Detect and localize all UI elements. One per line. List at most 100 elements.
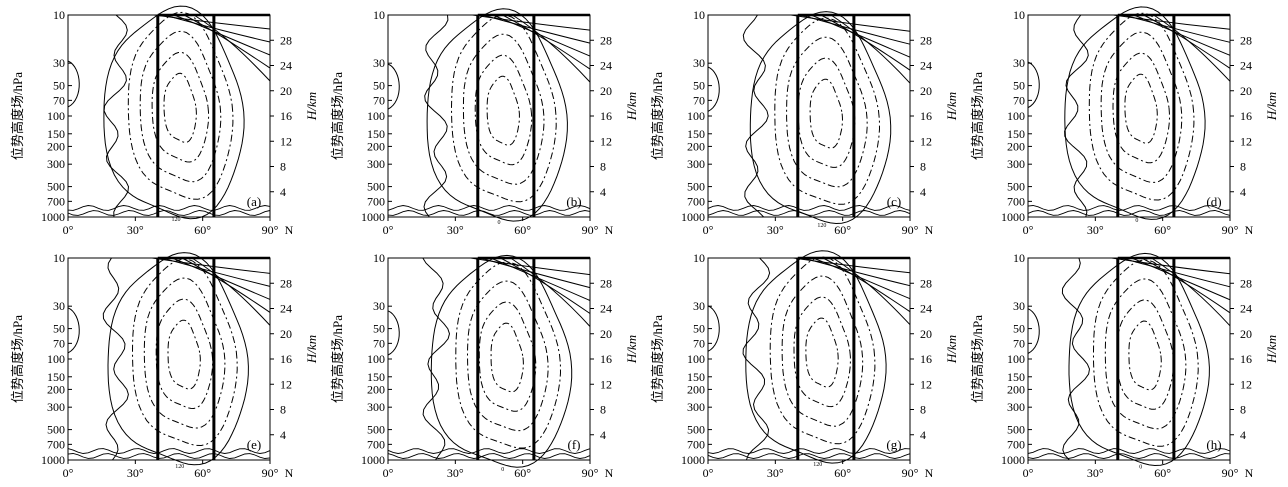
contour-dashdot — [127, 11, 234, 200]
contour-lines — [67, 5, 271, 220]
contour-dashdot — [809, 78, 844, 149]
y-left-tick-label: 200 — [47, 382, 65, 396]
contour-value-label: 0 — [1135, 218, 1138, 224]
y-left-tick-label: 200 — [47, 139, 65, 153]
y-left-tick-label: 50 — [53, 322, 65, 336]
y-left-tick-label: 30 — [53, 299, 65, 313]
contour-dashdot — [781, 275, 864, 427]
y-left-tick-label: 10 — [373, 251, 385, 265]
contour-value-label: 0 — [498, 220, 501, 226]
y-right-tick-label: 8 — [1240, 160, 1246, 174]
y-right-tick-label: 16 — [280, 109, 292, 123]
y-right-tick-label: 4 — [1240, 428, 1246, 442]
contour-bottom — [1027, 453, 1231, 459]
plot-frame — [707, 14, 911, 218]
y-right-tick-label: 16 — [920, 352, 932, 366]
contour-dashdot — [1093, 259, 1199, 447]
y-left-axis-title: 位势高度场/hPa — [330, 315, 345, 403]
panel-label: (f) — [568, 437, 581, 452]
y-left-tick-label: 700 — [47, 437, 65, 451]
x-tick-label: 30° — [1087, 223, 1104, 237]
x-unit-label: N — [605, 466, 614, 480]
contour-bottom — [1027, 448, 1231, 454]
contour-left-edge — [67, 307, 80, 354]
x-tick-label: 60° — [1154, 466, 1171, 480]
y-left-tick-label: 30 — [693, 299, 705, 313]
y-left-tick-label: 500 — [687, 423, 705, 437]
y-right-axis-title: H/km — [1264, 92, 1279, 121]
y-right-tick-label: 24 — [600, 59, 612, 73]
y-right-tick-label: 24 — [920, 59, 932, 73]
x-tick-label: 30° — [1087, 466, 1104, 480]
contour-value-label: 0 — [1139, 465, 1142, 471]
contour-bottom — [707, 210, 911, 216]
y-left-tick-label: 50 — [53, 79, 65, 93]
y-right-axis-title: H/km — [944, 335, 959, 364]
y-right-axis-title: H/km — [944, 92, 959, 121]
contour-left-edge — [707, 66, 720, 112]
y-left-tick-label: 500 — [367, 180, 385, 194]
y-left-tick-label: 700 — [367, 437, 385, 451]
y-right-tick-label: 20 — [1240, 84, 1252, 98]
y-left-tick-label: 1000 — [361, 453, 385, 467]
y-left-tick-label: 50 — [1013, 322, 1025, 336]
y-left-tick-label: 70 — [1013, 336, 1025, 350]
contour-left-edge — [707, 305, 720, 352]
contour-value-label: 120 — [813, 462, 822, 468]
contour-left — [742, 257, 771, 461]
y-right-tick-label: 28 — [1240, 276, 1252, 290]
y-right-tick-label: 24 — [280, 59, 292, 73]
y-left-tick-label: 500 — [1007, 180, 1025, 194]
contour-cap-line — [163, 14, 271, 43]
y-left-axis-title: 位势高度场/hPa — [970, 72, 985, 160]
contour-bottom — [387, 448, 591, 454]
contour-dashdot — [139, 30, 222, 183]
contour-solid-outer — [745, 250, 887, 464]
contour-bottom — [67, 453, 271, 459]
y-left-tick-label: 300 — [1007, 400, 1025, 414]
contour-cap-line — [502, 14, 591, 70]
x-tick-label: 30° — [447, 223, 464, 237]
contour-value-label: 0 — [501, 467, 504, 473]
y-right-tick-label: 4 — [1240, 185, 1246, 199]
y-left-tick-label: 10 — [1013, 251, 1025, 265]
x-unit-label: N — [1245, 223, 1254, 237]
y-right-axis-title: H/km — [1264, 335, 1279, 364]
y-left-tick-label: 700 — [687, 437, 705, 451]
y-right-tick-label: 12 — [280, 134, 292, 148]
contour-dashdot — [450, 14, 557, 203]
x-tick-label: 60° — [834, 466, 851, 480]
x-tick-label: 0° — [703, 466, 714, 480]
y-left-tick-label: 10 — [693, 8, 705, 22]
y-right-tick-label: 28 — [600, 276, 612, 290]
y-left-tick-label: 200 — [367, 139, 385, 153]
contour-solid-outer — [1068, 252, 1210, 467]
contour-dashdot — [1104, 278, 1187, 430]
y-right-tick-label: 4 — [600, 185, 606, 199]
x-tick-label: 90° — [1222, 466, 1239, 480]
contour-dashdot — [1116, 299, 1175, 410]
contour-lines — [707, 11, 911, 225]
contour-lines — [1027, 252, 1231, 467]
y-right-tick-label: 28 — [600, 33, 612, 47]
y-left-tick-label: 150 — [1007, 127, 1025, 141]
y-right-tick-label: 4 — [280, 185, 286, 199]
contour-cap-line — [181, 257, 271, 313]
y-left-tick-label: 100 — [687, 109, 705, 123]
plot-frame — [67, 257, 271, 461]
x-tick-label: 90° — [262, 223, 279, 237]
y-left-tick-label: 300 — [47, 157, 65, 171]
contour-cap-line — [832, 257, 911, 326]
contour-left-edge — [387, 310, 400, 356]
y-left-axis-title: 位势高度场/hPa — [10, 72, 25, 160]
contour-dashdot — [793, 296, 851, 408]
x-tick-label: 0° — [703, 223, 714, 237]
contour-solid-outer — [1064, 6, 1206, 220]
y-left-tick-label: 100 — [367, 109, 385, 123]
y-left-tick-label: 50 — [373, 322, 385, 336]
panel-label: (e) — [247, 437, 261, 452]
plot-frame — [1027, 14, 1231, 218]
